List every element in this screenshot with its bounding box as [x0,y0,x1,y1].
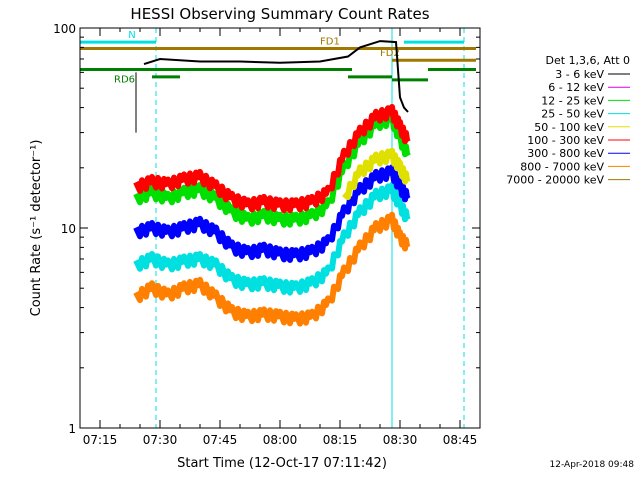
annotation-label: N [128,30,135,41]
x-axis-label: Start Time (12-Oct-17 07:11:42) [177,456,387,471]
y-axis-label: Count Rate (s⁻¹ detector⁻¹) [29,140,44,317]
annotation-label: FD2 [380,48,400,59]
y-tick-label: 10 [61,222,76,236]
legend-label: 3 - 6 keV [555,68,604,81]
series-line [133,211,411,327]
black-trace [143,40,409,113]
x-tick-label: 08:15 [323,433,358,447]
legend-label: 7000 - 20000 keV [506,174,604,187]
series-line [342,147,411,201]
legend-title: Det 1,3,6, Att 0 [546,54,630,67]
legend-label: 50 - 100 keV [534,121,604,134]
x-tick-label: 07:15 [83,433,118,447]
legend-label: 25 - 50 keV [541,108,604,121]
timestamp-label: 12-Apr-2018 09:48 [549,460,634,470]
y-tick-label: 100 [53,22,76,36]
legend-label: 12 - 25 keV [541,94,604,107]
annotation-label: FD1 [320,36,340,47]
series-line [133,164,411,263]
chart-title: HESSI Observing Summary Count Rates [130,5,429,23]
x-tick-label: 08:45 [443,433,478,447]
plot-area: N FD1 FD2 RD6 [79,28,476,428]
series-line [133,181,411,296]
legend-label: 800 - 7000 keV [520,160,604,173]
annotation-label: RD6 [114,75,135,86]
x-tick-label: 08:30 [383,433,418,447]
series-line [133,104,411,214]
x-tick-label: 08:00 [263,433,298,447]
x-tick-label: 07:30 [143,433,178,447]
legend-label: 100 - 300 keV [527,134,604,147]
y-tick-label: 1 [68,422,76,436]
legend-label: 6 - 12 keV [548,81,604,94]
axes: 07:15 07:30 07:45 08:00 08:15 08:30 08:45 1 10 10… [53,22,481,447]
x-tick-label: 07:45 [203,433,238,447]
legend-label: 300 - 800 keV [527,147,604,160]
